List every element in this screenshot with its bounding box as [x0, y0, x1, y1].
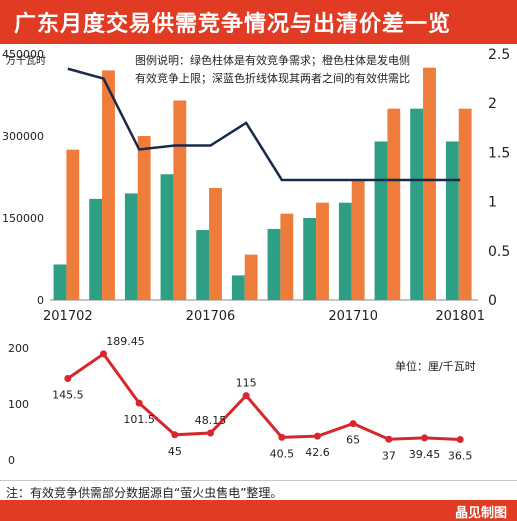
y-left-tick-label: 150000	[2, 212, 44, 225]
x-tick-label: 201801	[435, 309, 485, 324]
spread-point	[64, 375, 72, 383]
y-left-tick-label: 0	[37, 294, 44, 307]
bar-series1-201705	[160, 174, 174, 300]
bar-series1-201801	[445, 141, 459, 300]
spread-point	[278, 433, 286, 441]
bar-series2-201801	[458, 108, 472, 301]
x-tick-label: 201706	[186, 309, 236, 324]
data-label: 39.45	[409, 448, 441, 461]
spread-point	[242, 392, 250, 400]
bar-series1-201708	[267, 228, 281, 300]
bar-series2-201707	[244, 254, 258, 300]
bar-series1-201702	[53, 264, 67, 300]
spread-point	[456, 436, 464, 444]
data-label: 48.15	[195, 414, 227, 427]
y-left-tick-label: 300000	[2, 130, 44, 143]
unit-label: 单位：厘/千瓦时	[395, 359, 476, 373]
spread-point	[349, 420, 357, 428]
data-label: 189.45	[106, 335, 145, 348]
bar-series2-201709	[316, 202, 329, 300]
bar-series2-201706	[209, 187, 222, 300]
bar-series2-201703	[102, 70, 115, 301]
y-right-tick-label: 2	[488, 96, 497, 112]
spread-series-line	[66, 351, 461, 442]
bar-series1-201707	[231, 275, 245, 300]
bar-series1-201712	[410, 108, 424, 301]
bar-series2-201710	[351, 180, 365, 300]
bar-series1-201710	[338, 202, 352, 300]
top-chart-ratio-line	[67, 67, 461, 182]
bar-series1-201703	[89, 198, 103, 300]
title-banner: 广东月度交易供需竞争情况与出清价差一览	[0, 0, 517, 44]
bottom-chart-axes: 0 100 200	[8, 342, 29, 467]
data-label: 115	[236, 377, 257, 390]
y-right-tick-label: 2.5	[488, 47, 510, 63]
spread-point	[135, 399, 143, 407]
y-right-tick-label: 0.5	[488, 244, 510, 260]
bar-series2-201704	[137, 136, 151, 300]
footer-divider	[0, 480, 517, 481]
bottom-chart-line	[64, 350, 464, 444]
legend-note-line1: 图例说明：绿色柱体是有效竞争需求；橙色柱体是发电侧	[135, 53, 410, 67]
bar-series1-201704	[124, 193, 138, 300]
supply-demand-chart: 0 150000 300000 450000 0 0.5 1 1.5 2 2.5 201702 201…	[2, 47, 510, 324]
data-label: 42.6	[305, 446, 330, 459]
page-title: 广东月度交易供需竞争情况与出清价差一览	[14, 12, 452, 37]
bar-series2-201712	[423, 67, 436, 301]
data-label: 45	[168, 445, 182, 458]
spread-point	[314, 432, 321, 440]
brand-label: 晶见制图	[454, 506, 507, 521]
bar-series2-201711	[387, 108, 401, 301]
bar-series2-201708	[280, 213, 294, 300]
bar-series1-201709	[303, 218, 317, 300]
data-label: 65	[346, 434, 360, 447]
x-tick-label: 201710	[328, 309, 378, 324]
ratio-series-line	[67, 67, 461, 182]
y-right-tick-label: 1.5	[488, 145, 510, 161]
bottom-chart-data-labels: 145.5 189.45 101.5 45 48.15 115 40.5 42.6 65 37 39…	[52, 335, 472, 463]
bar-series1-201711	[374, 141, 388, 300]
bar-series1-201706	[196, 230, 210, 300]
spread-point	[421, 434, 428, 442]
data-label: 36.5	[448, 450, 473, 463]
data-label: 145.5	[52, 389, 84, 402]
y-right-tick-label: 0	[488, 293, 497, 309]
clearing-spread-chart: 0 100 200 145.5 189.45 101.5 45 48.15 115 40.5 42…	[8, 335, 476, 467]
bar-series2-201702	[66, 149, 80, 300]
footnote: 注：有效竞争供需部分数据源自“萤火虫售电”整理。	[6, 486, 283, 500]
top-chart-axes: 0 150000 300000 450000 0 0.5 1 1.5 2 2.5 201702 201…	[2, 47, 510, 324]
y-tick-label: 100	[8, 398, 29, 411]
spread-point	[171, 431, 179, 439]
y-left-tick-label: 450000	[2, 48, 44, 61]
bar-series2-201705	[173, 100, 187, 300]
spread-point	[385, 435, 393, 443]
y-left-unit: 万千瓦时	[6, 55, 46, 67]
data-label: 101.5	[123, 413, 155, 426]
y-right-tick-label: 1	[488, 195, 497, 211]
spread-point	[100, 350, 107, 358]
x-tick-label: 201702	[43, 309, 93, 324]
data-label: 37	[382, 449, 396, 462]
legend-note-line2: 有效竞争上限；深蓝色折线体现其两者之间的有效供需比	[135, 71, 410, 85]
y-tick-label: 200	[8, 342, 29, 355]
spread-point	[207, 429, 214, 437]
data-label: 40.5	[270, 447, 295, 460]
y-tick-label: 0	[8, 454, 15, 467]
brand-bar: 晶见制图	[0, 500, 517, 521]
